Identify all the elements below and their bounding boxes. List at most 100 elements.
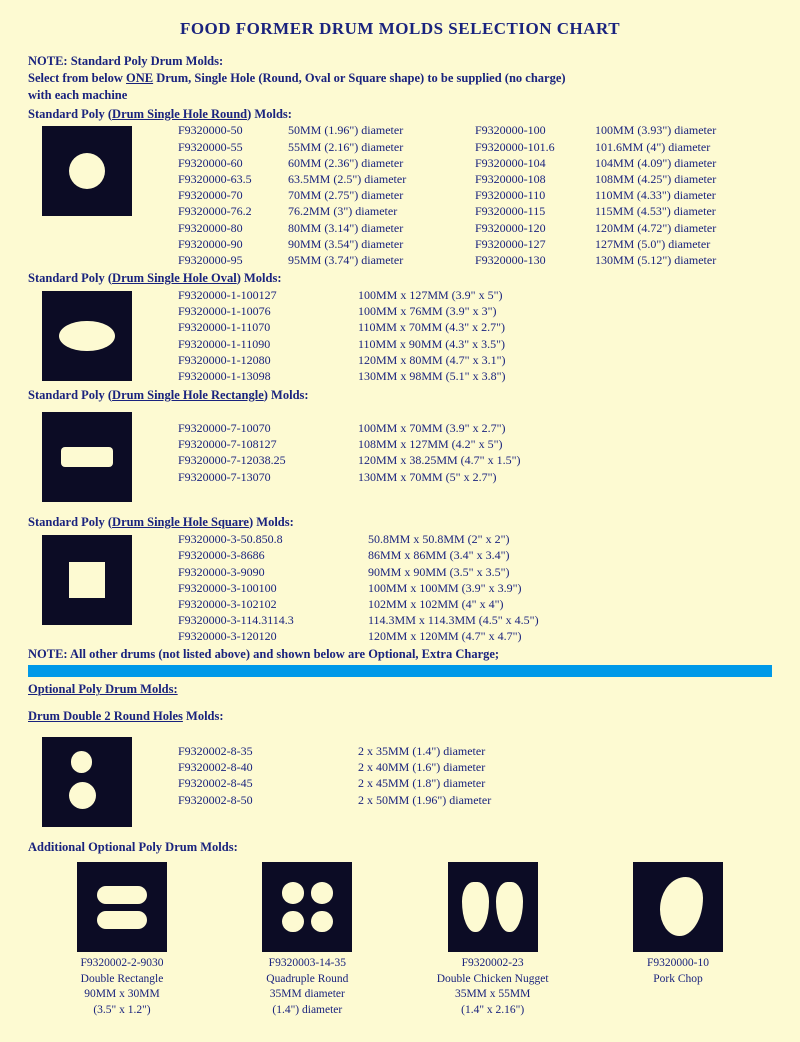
quad-round-icon: [262, 862, 352, 952]
list-item: 120MM x 120MM (4.7" x 4.7"): [368, 628, 539, 644]
oval-pn: F9320000-1-100127F9320000-1-10076 F932000…: [178, 287, 358, 384]
optional-heading: Optional Poly Drum Molds:: [28, 681, 772, 698]
note-line: with each machine: [28, 87, 772, 104]
double-round-mold-icon: [42, 737, 132, 827]
list-item: 86MM x 86MM (3.4" x 3.4"): [368, 547, 539, 563]
rect-pn: F9320000-7-10070F9320000-7-108127F932000…: [178, 420, 358, 485]
list-item: 55MM (2.16") diameter: [288, 139, 406, 155]
list-item: F9320000-127: [475, 236, 595, 252]
page-title: FOOD FORMER DRUM MOLDS SELECTION CHART: [28, 18, 772, 41]
list-item: F9320000-3-9090: [178, 564, 368, 580]
list-item: 100MM x 76MM (3.9" x 3"): [358, 303, 505, 319]
list-item: F9320000-90: [178, 236, 288, 252]
section-heading-oval: Standard Poly (Drum Single Hole Oval) Mo…: [28, 270, 772, 287]
list-item: 2 x 40MM (1.6") diameter: [358, 759, 491, 775]
list-item: F9320000-63.5: [178, 171, 288, 187]
list-item: F9320000-7-10070: [178, 420, 358, 436]
square-mold-icon: [42, 535, 132, 625]
double-rect-icon: [77, 862, 167, 952]
double-round-heading: Drum Double 2 Round Holes Molds:: [28, 708, 772, 725]
round-left-sz: 50MM (1.96") diameter55MM (2.16") diamet…: [288, 122, 406, 268]
list-item: F9320000-1-13098: [178, 368, 358, 384]
list-item: 95MM (3.74") diameter: [288, 252, 406, 268]
list-item: 104MM (4.09") diameter: [595, 155, 716, 171]
add-item-double-rect: F9320002-2-9030 Double Rectangle 90MM x …: [42, 862, 202, 1018]
list-item: F9320000-3-50.850.8: [178, 531, 368, 547]
list-item: 60MM (2.36") diameter: [288, 155, 406, 171]
list-item: F9320000-130: [475, 252, 595, 268]
square-sz: 50.8MM x 50.8MM (2" x 2")86MM x 86MM (3.…: [368, 531, 539, 644]
section-heading-rect: Standard Poly (Drum Single Hole Rectangl…: [28, 387, 772, 404]
add-item-porkchop: F9320000-10 Pork Chop: [598, 862, 758, 1018]
add-item-quad-round: F9320003-14-35 Quadruple Round 35MM diam…: [227, 862, 387, 1018]
list-item: 120MM x 38.25MM (4.7" x 1.5"): [358, 452, 520, 468]
list-item: F9320000-104: [475, 155, 595, 171]
oval-mold-icon: [42, 291, 132, 381]
list-item: 110MM x 90MM (4.3" x 3.5"): [358, 336, 505, 352]
list-item: F9320000-1-10076: [178, 303, 358, 319]
list-item: 102MM x 102MM (4" x 4"): [368, 596, 539, 612]
list-item: F9320000-50: [178, 122, 288, 138]
list-item: 120MM (4.72") diameter: [595, 220, 716, 236]
list-item: F9320000-100: [475, 122, 595, 138]
list-item: F9320000-1-100127: [178, 287, 358, 303]
list-item: F9320000-60: [178, 155, 288, 171]
list-item: F9320002-8-35: [178, 743, 358, 759]
list-item: 76.2MM (3") diameter: [288, 203, 406, 219]
list-item: F9320000-7-13070: [178, 469, 358, 485]
list-item: 114.3MM x 114.3MM (4.5" x 4.5"): [368, 612, 539, 628]
round-right-pn: F9320000-100F9320000-101.6F9320000-104F9…: [475, 122, 595, 268]
additional-heading: Additional Optional Poly Drum Molds:: [28, 839, 772, 856]
note-optional: NOTE: All other drums (not listed above)…: [28, 646, 772, 663]
list-item: 130MM (5.12") diameter: [595, 252, 716, 268]
list-item: 127MM (5.0") diameter: [595, 236, 716, 252]
list-item: F9320000-1-11090: [178, 336, 358, 352]
list-item: 90MM x 90MM (3.5" x 3.5"): [368, 564, 539, 580]
list-item: F9320000-3-8686: [178, 547, 368, 563]
list-item: 63.5MM (2.5") diameter: [288, 171, 406, 187]
list-item: 120MM x 80MM (4.7" x 3.1"): [358, 352, 505, 368]
porkchop-icon: [633, 862, 723, 952]
round-right-sz: 100MM (3.93") diameter101.6MM (4") diame…: [595, 122, 716, 268]
list-item: 100MM x 100MM (3.9" x 3.9"): [368, 580, 539, 596]
round-mold-icon: [42, 126, 132, 216]
list-item: 130MM x 98MM (5.1" x 3.8"): [358, 368, 505, 384]
nugget-icon: [448, 862, 538, 952]
list-item: F9320000-3-114.3114.3: [178, 612, 368, 628]
section-heading-round: Standard Poly (Drum Single Hole Round) M…: [28, 106, 772, 123]
list-item: 100MM x 127MM (3.9" x 5"): [358, 287, 505, 303]
list-item: F9320002-8-40: [178, 759, 358, 775]
oval-section: F9320000-1-100127F9320000-1-10076 F932000…: [28, 287, 772, 385]
dr-sz: 2 x 35MM (1.4") diameter2 x 40MM (1.6") …: [358, 743, 491, 808]
list-item: 108MM x 127MM (4.2" x 5"): [358, 436, 520, 452]
list-item: F9320000-7-12038.25: [178, 452, 358, 468]
note-line: NOTE: Standard Poly Drum Molds:: [28, 53, 772, 70]
note-line: Select from below ONE Drum, Single Hole …: [28, 70, 772, 87]
round-left-pn: F9320000-50F9320000-55F9320000-60F932000…: [178, 122, 288, 268]
list-item: F9320002-8-50: [178, 792, 358, 808]
list-item: 100MM x 70MM (3.9" x 2.7"): [358, 420, 520, 436]
list-item: 2 x 35MM (1.4") diameter: [358, 743, 491, 759]
list-item: 90MM (3.54") diameter: [288, 236, 406, 252]
section-heading-square: Standard Poly (Drum Single Hole Square) …: [28, 514, 772, 531]
list-item: F9320000-120: [475, 220, 595, 236]
list-item: 2 x 50MM (1.96") diameter: [358, 792, 491, 808]
round-section: F9320000-50F9320000-55F9320000-60F932000…: [28, 122, 772, 268]
list-item: F9320000-101.6: [475, 139, 595, 155]
list-item: 80MM (3.14") diameter: [288, 220, 406, 236]
list-item: 50MM (1.96") diameter: [288, 122, 406, 138]
list-item: 130MM x 70MM (5" x 2.7"): [358, 469, 520, 485]
list-item: F9320000-80: [178, 220, 288, 236]
double-round-section: F9320002-8-35F9320002-8-40F9320002-8-45F…: [28, 733, 772, 831]
rect-section: F9320000-7-10070F9320000-7-108127F932000…: [28, 408, 772, 506]
list-item: F9320000-3-100100: [178, 580, 368, 596]
oval-sz: 100MM x 127MM (3.9" x 5")100MM x 76MM (3…: [358, 287, 505, 384]
list-item: F9320000-108: [475, 171, 595, 187]
list-item: F9320000-1-12080: [178, 352, 358, 368]
dr-pn: F9320002-8-35F9320002-8-40F9320002-8-45F…: [178, 743, 358, 808]
divider-bar: [28, 665, 772, 677]
list-item: F9320000-55: [178, 139, 288, 155]
list-item: 110MM x 70MM (4.3" x 2.7"): [358, 319, 505, 335]
list-item: 100MM (3.93") diameter: [595, 122, 716, 138]
list-item: F9320000-3-102102: [178, 596, 368, 612]
